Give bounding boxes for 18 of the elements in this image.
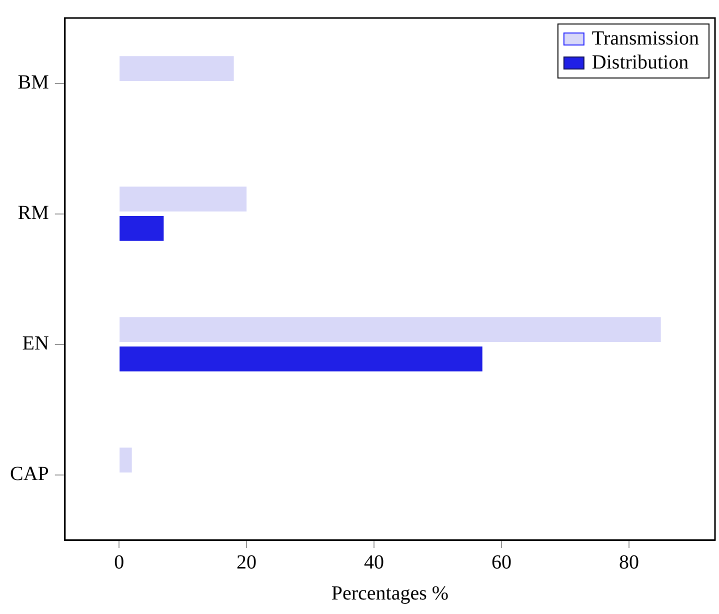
- y-tick-label: CAP: [10, 463, 49, 485]
- bar: [120, 216, 164, 241]
- y-tick-label: EN: [22, 332, 49, 354]
- x-tick-label: 60: [491, 551, 512, 574]
- x-tick-label: 80: [618, 551, 639, 574]
- x-tick-label: 0: [114, 551, 124, 574]
- legend-label: Transmission: [592, 27, 700, 50]
- x-axis-title: Percentages %: [331, 582, 449, 604]
- y-tick-label: BM: [18, 72, 50, 94]
- legend-label: Distribution: [592, 51, 689, 74]
- bar: [120, 448, 132, 473]
- bar: [120, 346, 482, 372]
- y-tick-label: RM: [18, 202, 50, 224]
- x-tick-label: 20: [236, 551, 257, 574]
- bar: [120, 317, 661, 342]
- bar: [120, 56, 234, 82]
- x-tick-label: 40: [364, 551, 384, 574]
- bar: [120, 186, 247, 212]
